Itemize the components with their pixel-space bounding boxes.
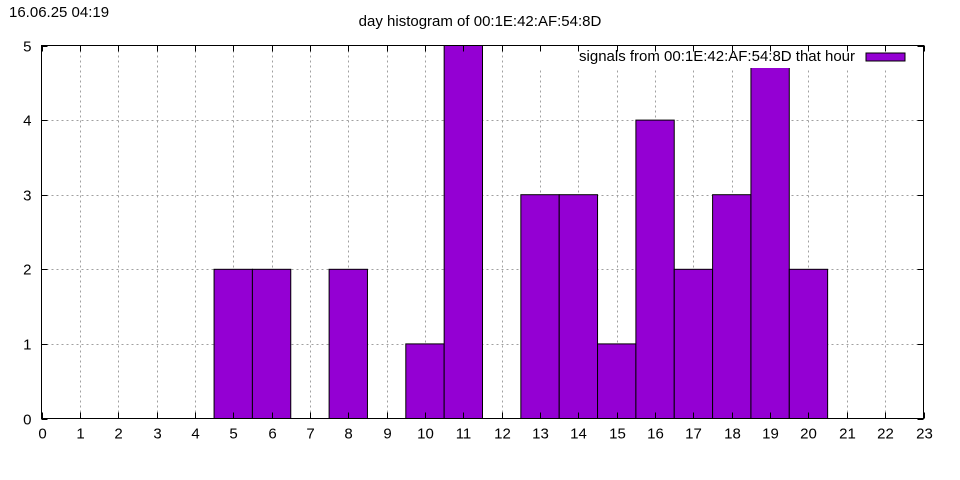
x-tick-label: 21 bbox=[839, 426, 856, 443]
x-tick-label: 3 bbox=[153, 426, 161, 443]
x-tick-label: 1 bbox=[76, 426, 84, 443]
legend-bg bbox=[540, 46, 914, 68]
y-tick-label: 3 bbox=[23, 188, 31, 205]
x-tick-label: 15 bbox=[609, 426, 626, 443]
bar bbox=[788, 268, 829, 419]
bar bbox=[405, 343, 445, 419]
x-tick-label: 6 bbox=[268, 426, 276, 443]
x-tick-label: 22 bbox=[877, 426, 894, 443]
axis-ticks: 0 1 2 3 4 5 6 7 8 9 10 11 12 13 14 15 16 17 18 19 20 21 22 2301… bbox=[23, 39, 933, 443]
legend-swatch bbox=[865, 52, 906, 62]
x-tick-label: 7 bbox=[306, 426, 314, 443]
y-tick-label: 1 bbox=[23, 337, 31, 354]
x-tick-label: 9 bbox=[383, 426, 391, 443]
x-tick-label: 20 bbox=[800, 426, 817, 443]
x-tick-label: 23 bbox=[916, 426, 933, 443]
bar bbox=[750, 45, 790, 419]
x-tick-label: 4 bbox=[191, 426, 199, 443]
bar bbox=[443, 45, 483, 419]
bar bbox=[251, 268, 292, 419]
legend: signals from 00:1E:42:AF:54:8D that hour bbox=[540, 46, 914, 68]
x-tick-label: 13 bbox=[532, 426, 549, 443]
bar bbox=[558, 194, 599, 419]
x-tick-label: 0 bbox=[38, 426, 46, 443]
x-tick-label: 16 bbox=[647, 426, 664, 443]
y-tick-label: 0 bbox=[23, 412, 31, 429]
x-tick-label: 2 bbox=[114, 426, 122, 443]
x-tick-label: 8 bbox=[344, 426, 352, 443]
x-tick-label: 10 bbox=[417, 426, 434, 443]
bar bbox=[328, 268, 368, 419]
x-tick-label: 5 bbox=[229, 426, 237, 443]
x-tick-label: 17 bbox=[685, 426, 702, 443]
timestamp: 16.06.25 04:19 bbox=[9, 4, 110, 21]
bars bbox=[213, 45, 829, 419]
bar bbox=[520, 194, 560, 419]
plot-border bbox=[41, 45, 924, 419]
x-tick-label: 12 bbox=[494, 426, 511, 443]
y-tick-label: 2 bbox=[23, 262, 31, 279]
y-tick-label: 5 bbox=[23, 39, 31, 56]
y-tick-label: 4 bbox=[23, 113, 31, 130]
x-tick-label: 11 bbox=[456, 426, 472, 443]
bar bbox=[712, 194, 752, 419]
bar bbox=[213, 268, 253, 419]
chart-title: day histogram of 00:1E:42:AF:54:8D bbox=[358, 13, 602, 30]
bar bbox=[673, 268, 714, 419]
legend-label: signals from 00:1E:42:AF:54:8D that hour bbox=[579, 48, 855, 65]
x-tick-label: 19 bbox=[762, 426, 779, 443]
bar bbox=[597, 343, 637, 419]
x-tick-label: 14 bbox=[570, 426, 587, 443]
bar bbox=[635, 119, 675, 419]
x-tick-label: 18 bbox=[724, 426, 741, 443]
